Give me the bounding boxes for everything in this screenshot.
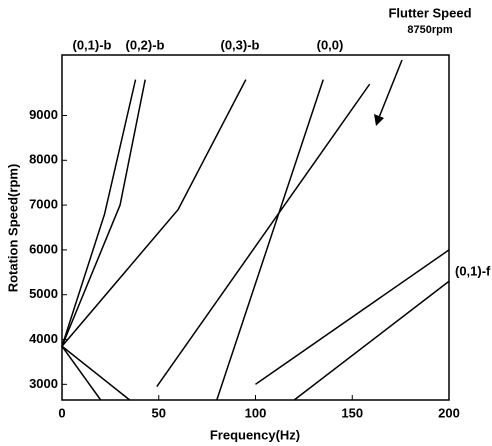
annotation: 8750rpm (407, 24, 452, 36)
y-tick-label: 7000 (29, 197, 58, 212)
mode-line (255, 249, 450, 385)
annotation: Flutter Speed (388, 5, 471, 20)
x-tick-label: 50 (152, 405, 166, 420)
mode-line (156, 83, 371, 387)
annotation: (0,2)-b (126, 37, 165, 52)
mode-line (61, 79, 247, 347)
y-tick-label: 9000 (29, 107, 58, 122)
y-tick-label: 4000 (29, 331, 58, 346)
x-axis-label: Frequency(Hz) (210, 427, 300, 442)
x-tick-label: 200 (438, 405, 460, 420)
annotation: (0,1)-b (73, 37, 112, 52)
x-tick-label: 0 (58, 405, 65, 420)
mode-line (61, 79, 137, 401)
mode-line (61, 79, 146, 401)
x-tick-label: 150 (341, 405, 363, 420)
y-tick-label: 6000 (29, 241, 58, 256)
y-tick-label: 5000 (29, 286, 58, 301)
annotation: (0,3)-b (221, 37, 260, 52)
arrow-head (374, 114, 384, 126)
annotation: (0,0) (317, 37, 344, 52)
plot-frame (61, 54, 450, 401)
y-axis-label: Rotation Speed(rpm) (5, 164, 20, 293)
mode-line (293, 280, 450, 401)
y-tick-label: 8000 (29, 152, 58, 167)
x-tick-label: 100 (245, 405, 267, 420)
mode-line (216, 79, 324, 401)
flutter-arrow (377, 59, 403, 121)
annotation: (0,1)-f (455, 263, 491, 278)
y-tick-label: 3000 (29, 376, 58, 391)
